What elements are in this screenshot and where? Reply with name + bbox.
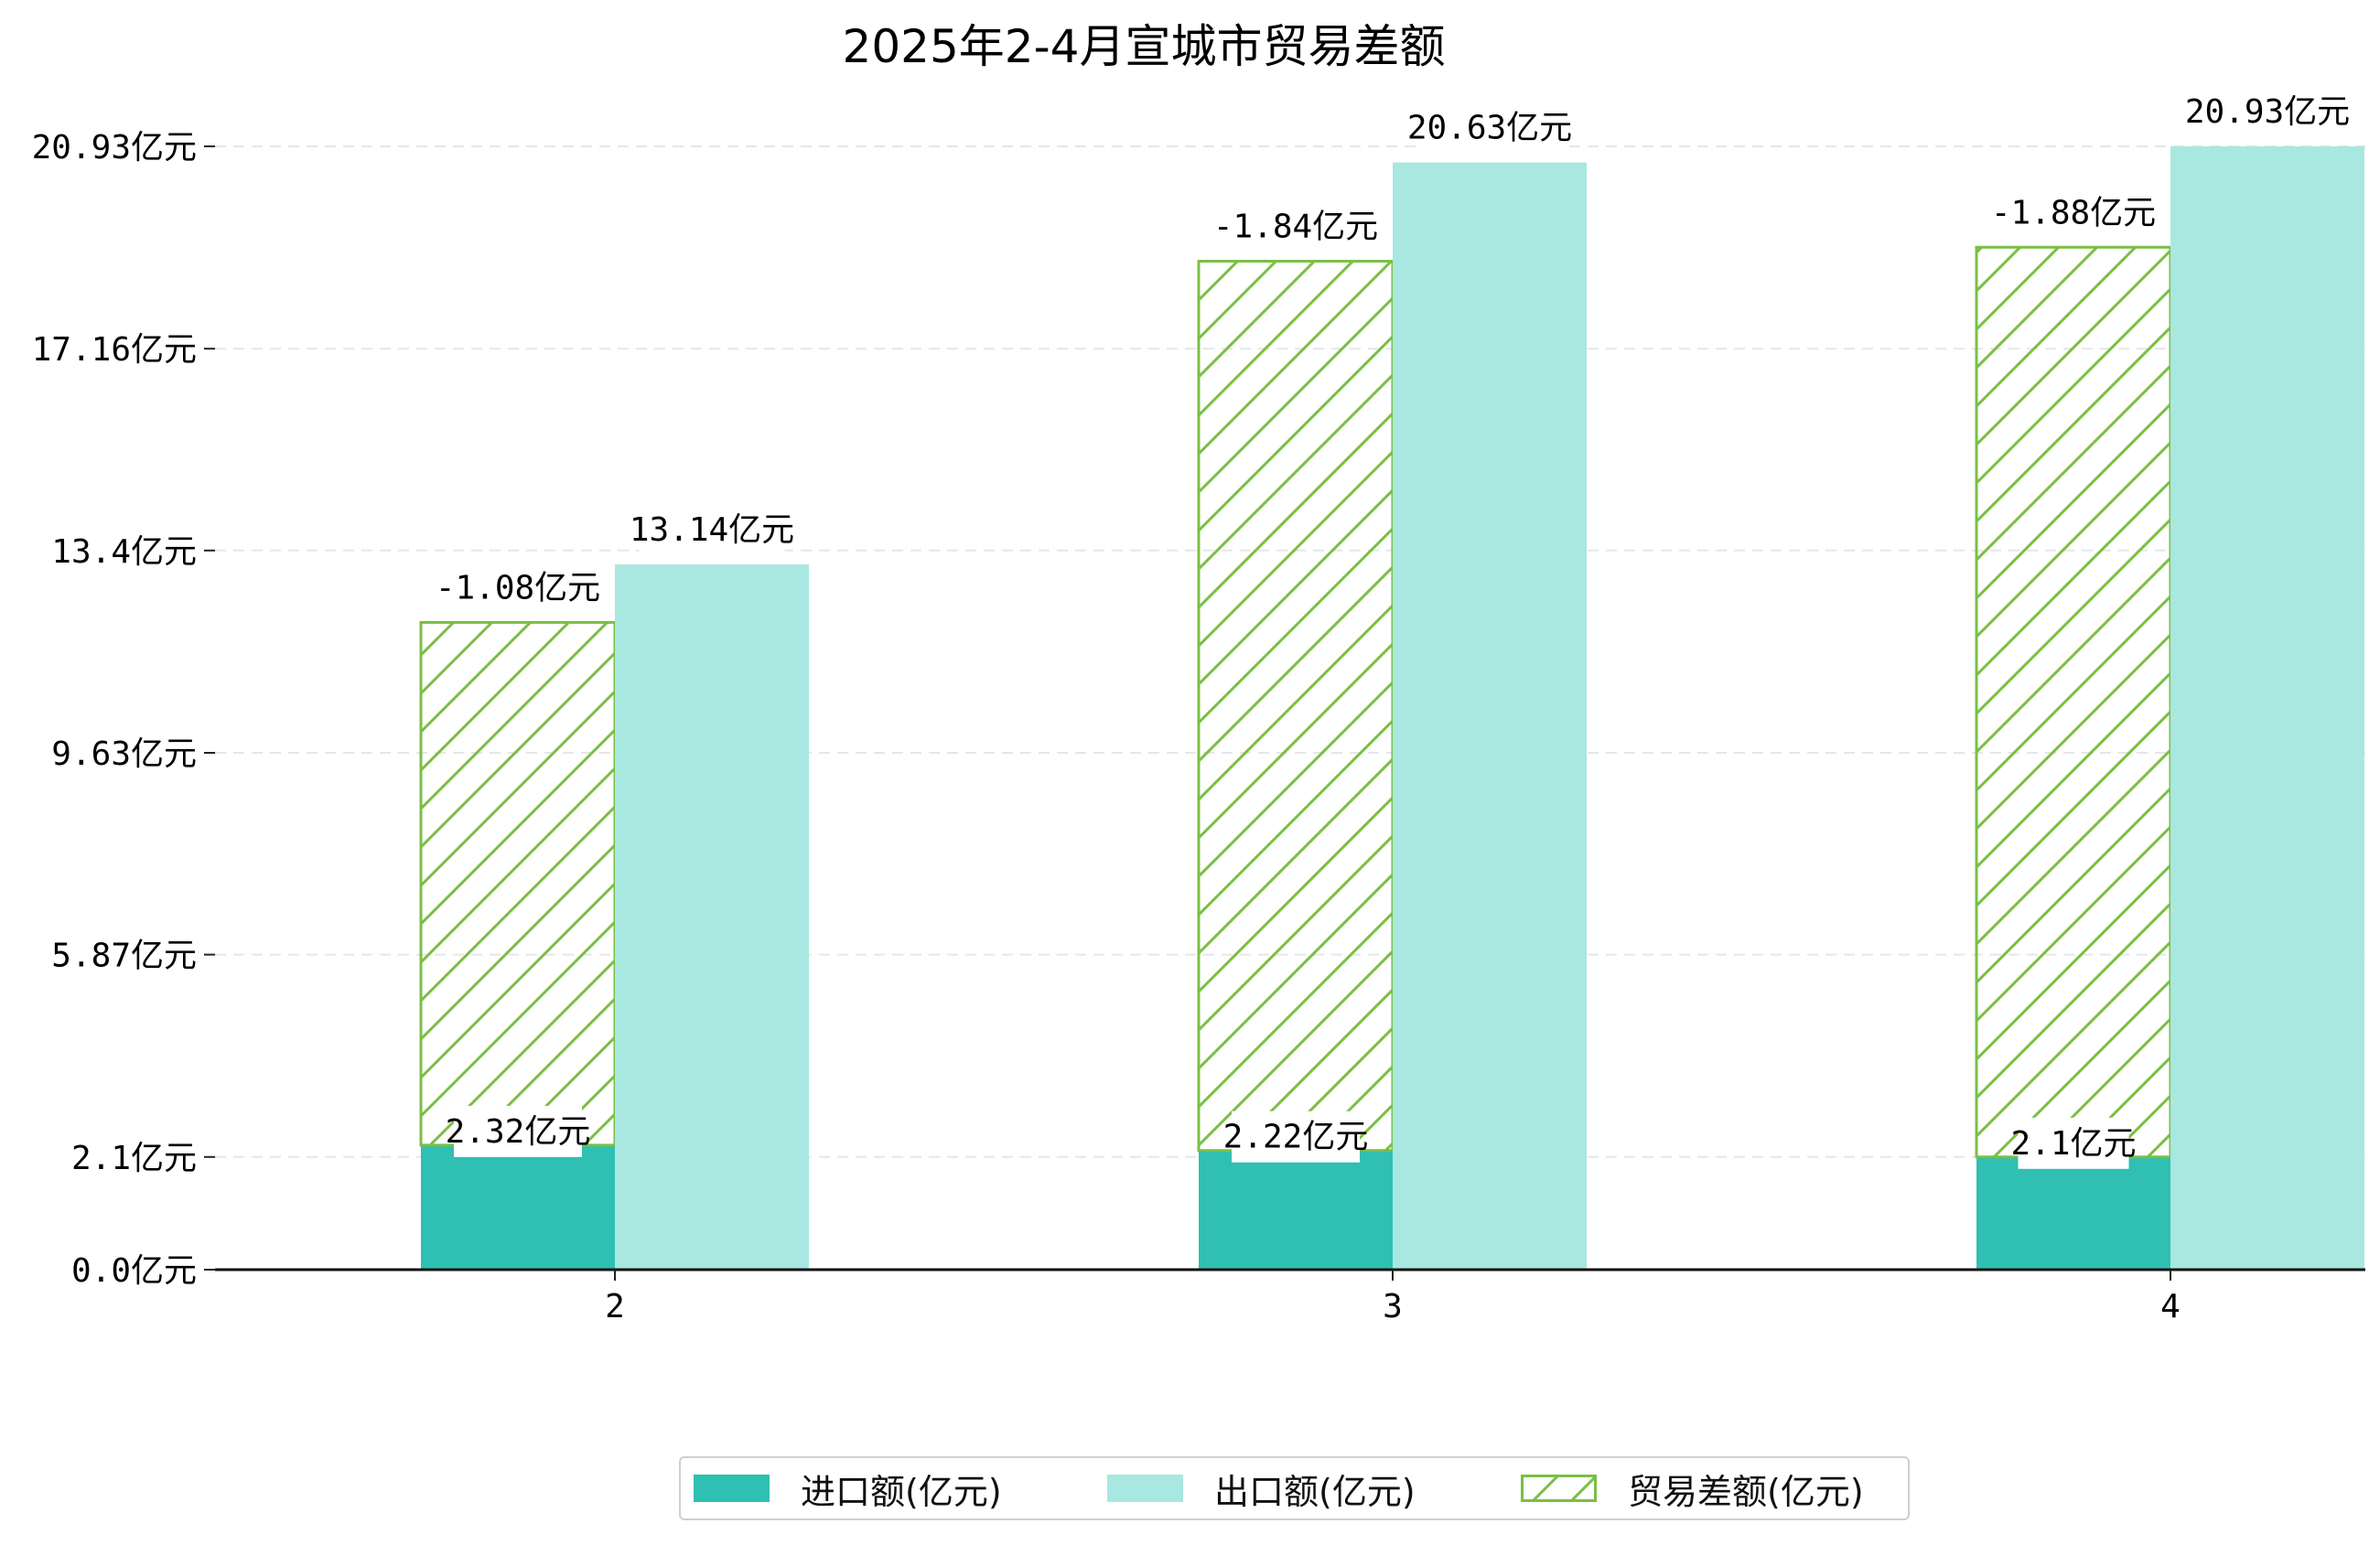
- bar-import: [421, 1144, 615, 1270]
- bar-import: [1976, 1156, 2170, 1270]
- legend-swatch-balance: [1521, 1475, 1597, 1502]
- legend-label-import: 进口额(亿元): [801, 1471, 1002, 1512]
- data-label-import-bg: [454, 1105, 582, 1157]
- bar-balance: [419, 620, 617, 1147]
- legend-swatch-import: [694, 1475, 770, 1502]
- legend-label-balance: 贸易差额(亿元): [1628, 1471, 1864, 1512]
- x-axis: 2 3 4: [215, 1268, 2365, 1325]
- legend-item-balance: 贸易差额(亿元): [1521, 1456, 1864, 1520]
- y-tick-label: 20.93亿元: [32, 129, 197, 166]
- data-label-import: 2.32亿元: [446, 1113, 591, 1151]
- data-label-export-bg: [1416, 102, 1563, 154]
- y-tick-label: 5.87亿元: [51, 938, 197, 975]
- legend: 进口额(亿元) 出口额(亿元) 贸易差额(亿元): [679, 1456, 1910, 1520]
- data-label-export-bg: [2194, 86, 2341, 137]
- x-tick-label: 2: [605, 1288, 625, 1325]
- bar-export: [615, 564, 809, 1270]
- data-label-balance-bg: [1222, 200, 1369, 252]
- data-label-balance-bg: [2000, 187, 2147, 239]
- x-tick-label: 4: [2160, 1288, 2181, 1325]
- data-label-export: 13.14亿元: [630, 511, 794, 549]
- data-label-import-bg: [2018, 1117, 2129, 1169]
- y-tick-label: 13.4亿元: [51, 533, 197, 571]
- data-label-import: 2.1亿元: [2010, 1125, 2136, 1163]
- bars: [419, 146, 2364, 1270]
- y-tick-label: 0.0亿元: [71, 1252, 197, 1290]
- chart-title: 2025年2-4月宣城市贸易差额: [843, 20, 1446, 73]
- legend-item-import: 进口额(亿元): [694, 1456, 1002, 1520]
- data-label-balance: -1.08亿元: [436, 569, 600, 606]
- bar-import: [1199, 1150, 1393, 1270]
- data-label-export: 20.93亿元: [2185, 93, 2350, 131]
- y-axis: 0.0亿元 2.1亿元 5.87亿元 9.63亿元 13.4亿元 17.16亿元 20.93…: [32, 129, 215, 1290]
- y-tick-label: 9.63亿元: [51, 735, 197, 773]
- data-label-balance: -1.84亿元: [1213, 209, 1378, 246]
- data-label-export-bg: [639, 504, 785, 556]
- bar-balance: [1197, 260, 1395, 1153]
- data-label-export: 20.63亿元: [1407, 110, 1572, 147]
- bar-balance: [1975, 245, 2172, 1159]
- bar-export: [2170, 146, 2364, 1270]
- x-tick-label: 3: [1383, 1288, 1403, 1325]
- data-label-import: 2.22亿元: [1223, 1119, 1369, 1156]
- legend-item-export: 出口额(亿元): [1107, 1456, 1416, 1520]
- data-label-balance: -1.88亿元: [1991, 194, 2156, 231]
- data-label-balance-bg: [445, 562, 591, 614]
- data-label-import-bg: [1232, 1110, 1360, 1163]
- legend-swatch-export: [1107, 1475, 1183, 1502]
- y-tick-label: 2.1亿元: [71, 1140, 197, 1177]
- legend-label-export: 出口额(亿元): [1214, 1471, 1416, 1512]
- data-labels: 2.32亿元 -1.08亿元 13.14亿元 2.22亿元 -1.84亿元 20.63亿元…: [436, 86, 2350, 1169]
- bar-export: [1393, 162, 1587, 1270]
- y-tick-label: 17.16亿元: [32, 331, 197, 369]
